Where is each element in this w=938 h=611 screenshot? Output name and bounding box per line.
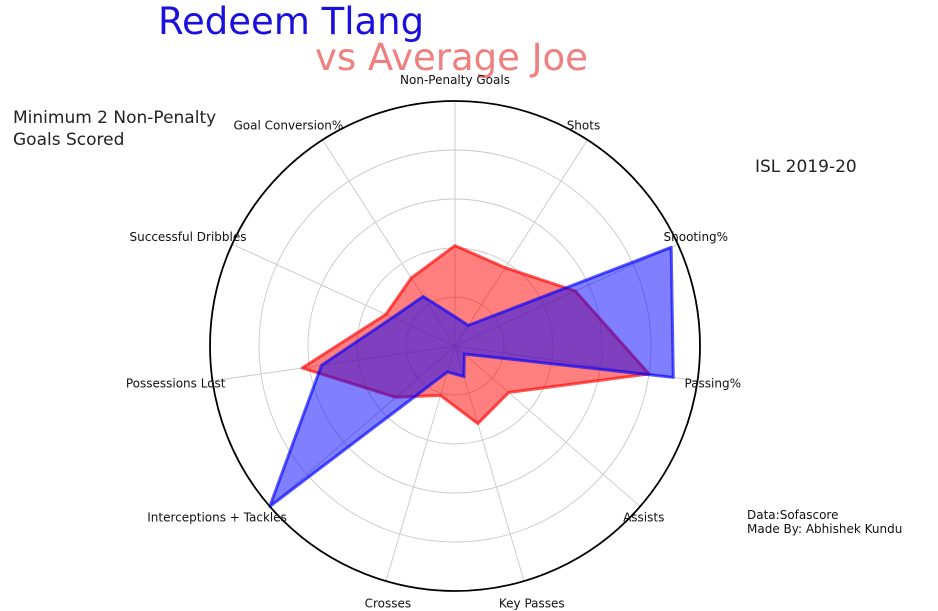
axis-label-0: Non-Penalty Goals — [400, 73, 510, 87]
series-area-1 — [268, 245, 675, 508]
axis-label-10: Goal Conversion% — [233, 119, 343, 133]
axis-label-8: Possessions Lost — [126, 376, 226, 390]
axis-label-2: Shooting% — [664, 230, 729, 244]
credits-source: Data:Sofascore — [747, 508, 839, 522]
axis-label-3: Passing% — [685, 376, 742, 390]
axis-label-9: Successful Dribbles — [130, 230, 247, 244]
credits-author: Made By: Abhishek Kundu — [747, 522, 903, 536]
axis-label-1: Shots — [567, 119, 601, 133]
axis-label-7: Interceptions + Tackles — [147, 511, 287, 525]
season-label: ISL 2019-20 — [755, 157, 857, 177]
chart-subtitle: vs Average Joe — [315, 36, 588, 79]
filter-note: Minimum 2 Non-Penalty Goals Scored — [13, 108, 217, 150]
axis-label-4: Assists — [623, 511, 664, 525]
chart-title: Redeem Tlang — [158, 0, 425, 43]
credits: Data:Sofascore Made By: Abhishek Kundu — [747, 508, 902, 536]
axis-label-6: Crosses — [365, 597, 412, 611]
radar-frame — [209, 100, 701, 592]
axis-label-5: Key Passes — [499, 597, 565, 611]
